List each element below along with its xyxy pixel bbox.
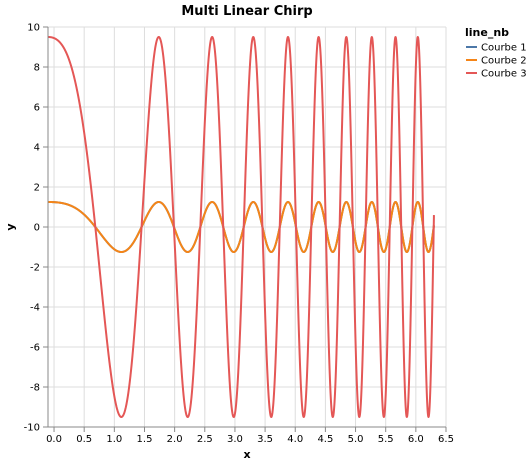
x-axis-title: x (243, 448, 250, 461)
legend: line_nb Courbe 1 Courbe 2 Courbe 3 (465, 26, 527, 80)
x-tick-label: 2.0 (167, 434, 183, 445)
x-tick-label: 0.0 (46, 434, 62, 445)
x-tick-label: 3.0 (227, 434, 243, 445)
y-axis-title: y (4, 223, 17, 230)
axes: 0.0 0.5 1.0 1.5 2.0 2.5 3.0 3.5 4.0 4.5 5.0 5.5 6.0 6… (24, 23, 454, 446)
y-tick-label: 4 (34, 143, 40, 154)
x-tick-label: 0.5 (76, 434, 92, 445)
y-tick-label: 2 (34, 183, 40, 194)
series-line (47, 36, 435, 418)
x-tick-label: 6.0 (408, 434, 424, 445)
x-tick-label: 4.5 (317, 434, 333, 445)
y-tick-label: 0 (34, 223, 40, 234)
legend-label: Courbe 2 (481, 56, 527, 67)
y-tick-label: 6 (34, 103, 40, 114)
y-tick-label: -2 (30, 263, 40, 274)
x-tick-label: 4.0 (287, 434, 303, 445)
x-tick-label: 5.5 (378, 434, 394, 445)
x-tick-label: 1.0 (106, 434, 122, 445)
x-tick-label: 1.5 (137, 434, 153, 445)
x-tick-label: 6.5 (438, 434, 454, 445)
x-tick-label: 2.5 (197, 434, 213, 445)
legend-title: line_nb (465, 26, 509, 39)
chart-title: Multi Linear Chirp (181, 4, 312, 19)
y-tick-label: -6 (30, 343, 40, 354)
y-tick-label: 10 (27, 23, 40, 34)
x-tick-label: 5.0 (348, 434, 364, 445)
y-tick-label: -10 (24, 423, 40, 434)
y-tick-label: -8 (30, 383, 40, 394)
legend-label: Courbe 3 (481, 69, 527, 80)
legend-label: Courbe 1 (481, 43, 527, 54)
series-line (47, 201, 435, 253)
plot-area (47, 36, 435, 418)
y-tick-label: 8 (34, 63, 40, 74)
y-tick-label: -4 (30, 303, 40, 314)
x-tick-label: 3.5 (257, 434, 273, 445)
